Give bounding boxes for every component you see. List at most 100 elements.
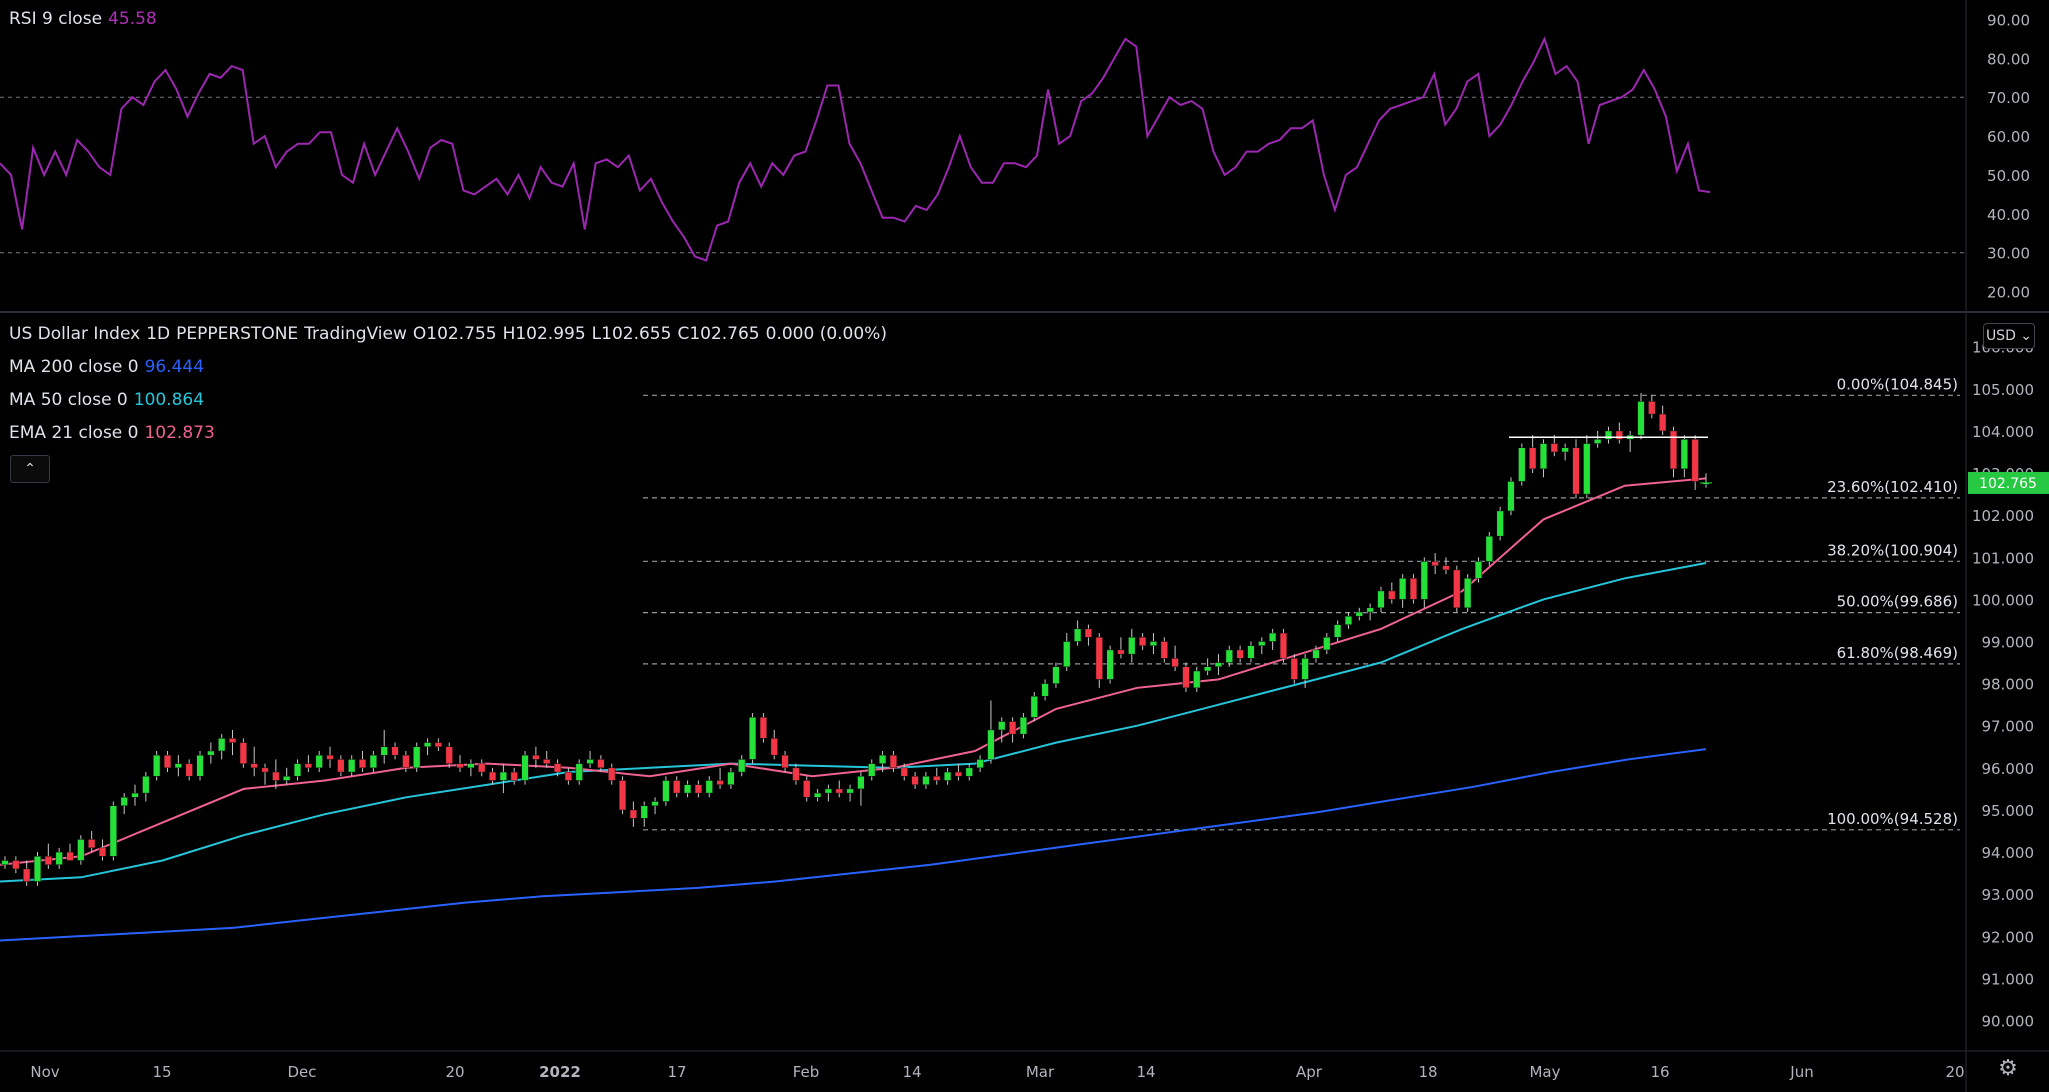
- candle-up: [77, 839, 85, 861]
- candle-up: [218, 738, 226, 752]
- candle-down: [326, 754, 334, 760]
- candle-up: [380, 746, 388, 756]
- price-tick-label: 97.000: [1982, 718, 2035, 736]
- candle-down: [1572, 447, 1580, 495]
- rsi-series-line: [0, 36, 1711, 262]
- time-tick-label: 16: [1650, 1063, 1669, 1081]
- price-tick-label: 96.000: [1982, 760, 2035, 778]
- candle-up: [293, 763, 302, 777]
- candle-up: [965, 767, 973, 777]
- candle-up: [1, 860, 9, 865]
- candle-down: [12, 860, 20, 870]
- candle-up: [813, 792, 822, 798]
- candle-up: [1561, 447, 1569, 453]
- candle-down: [792, 767, 800, 781]
- last-price-label: 102.765: [1979, 476, 2037, 492]
- ma200-legend[interactable]: MA 200 close 0 96.444: [9, 357, 210, 377]
- candle-up: [1474, 561, 1483, 579]
- price-tick-label: 102.000: [1972, 507, 2034, 525]
- candle-down: [1095, 637, 1103, 680]
- candle-up: [499, 771, 507, 781]
- candle-up: [976, 759, 984, 769]
- rsi-tick-label: 60.00: [1987, 128, 2030, 146]
- candle-down: [391, 746, 399, 756]
- candle-down: [608, 767, 616, 781]
- exchange: PEPPERSTONE: [176, 324, 299, 344]
- ma50-value: 100.864: [133, 390, 205, 410]
- gear-icon[interactable]: ⚙: [1998, 1056, 2018, 1081]
- candle-down: [445, 746, 453, 764]
- candle-up: [315, 754, 323, 769]
- price-tick-label: 94.000: [1982, 844, 2035, 862]
- candle-up: [824, 788, 833, 794]
- candle-down: [781, 754, 789, 769]
- candle-up: [575, 763, 583, 781]
- fib-level-label: 38.20%(100.904): [1827, 541, 1958, 559]
- candle-down: [889, 754, 898, 769]
- candle-up: [846, 788, 854, 794]
- candle-down: [1442, 565, 1450, 571]
- rsi-tick-label: 80.00: [1987, 50, 2030, 68]
- candle-up: [683, 784, 692, 794]
- candle-down: [673, 780, 681, 794]
- candle-down: [770, 738, 778, 756]
- candle-down: [1117, 649, 1125, 655]
- rsi-tick-label: 70.00: [1987, 89, 2030, 107]
- candles: [1, 393, 1710, 886]
- collapse-legend-button[interactable]: ⌃: [10, 455, 50, 483]
- rsi-label: RSI 9 close: [9, 9, 103, 29]
- price-tick-label: 104.000: [1972, 423, 2034, 441]
- rsi-tick-label: 40.00: [1987, 206, 2030, 224]
- symbol-title: US Dollar Index: [9, 324, 141, 344]
- chevron-down-icon: ⌄: [2015, 328, 2033, 344]
- candle-up: [131, 792, 139, 798]
- fib-level-label: 23.60%(102.410): [1827, 478, 1958, 496]
- price-tick-label: 100.000: [1972, 591, 2034, 609]
- candle-up: [1334, 624, 1342, 638]
- candle-up: [705, 780, 713, 794]
- candle-up: [1149, 641, 1158, 646]
- candle-down: [250, 763, 258, 769]
- candle-up: [1539, 443, 1548, 470]
- ema21-legend[interactable]: EMA 21 close 0 102.873: [9, 423, 221, 443]
- time-tick-label: 14: [902, 1063, 921, 1081]
- candle-down: [694, 784, 703, 794]
- candle-down: [900, 767, 908, 777]
- candle-up: [1366, 607, 1374, 613]
- candle-up: [1073, 628, 1082, 642]
- ma-line-1: [0, 562, 1707, 883]
- candle-down: [933, 776, 941, 781]
- symbol-legend[interactable]: US Dollar Index 1D PEPPERSTONE TradingView O…: [9, 324, 893, 344]
- price-tick-label: 101.000: [1972, 549, 2034, 567]
- candle-down: [1529, 447, 1537, 470]
- price-tick-label: 98.000: [1982, 676, 2035, 694]
- candle-down: [716, 780, 724, 785]
- price-tick-label: 95.000: [1982, 802, 2035, 820]
- candle-up: [1485, 535, 1493, 562]
- fibonacci-levels[interactable]: 0.00%(104.845) 23.60%(102.410) 38.20%(100.…: [643, 375, 1960, 831]
- candle-down: [478, 763, 486, 773]
- price-tick-label: 91.000: [1982, 970, 2035, 988]
- rsi-legend[interactable]: RSI 9 close 45.58: [9, 9, 163, 29]
- ema21-label: EMA 21 close 0: [9, 423, 139, 443]
- rsi-tick-label: 30.00: [1987, 245, 2030, 263]
- moving-average-lines: [0, 477, 1707, 942]
- ma50-legend[interactable]: MA 50 close 0 100.864: [9, 390, 210, 410]
- candle-up: [369, 754, 377, 769]
- ohlc-low: L102.655: [591, 324, 672, 344]
- candle-up: [153, 754, 161, 777]
- rsi-tick-label: 50.00: [1987, 167, 2030, 185]
- candle-up: [521, 754, 529, 781]
- candle-down: [1388, 590, 1396, 600]
- time-tick-label: Apr: [1296, 1063, 1323, 1081]
- candle-up: [1583, 443, 1591, 495]
- candle-down: [954, 771, 963, 777]
- ohlc-high: H102.995: [502, 324, 586, 344]
- fib-level-label: 0.00%(104.845): [1837, 375, 1958, 393]
- candle-down: [759, 717, 768, 739]
- candle-up: [738, 759, 746, 773]
- candle-up: [1355, 611, 1363, 617]
- currency-button[interactable]: USD ⌄: [1983, 323, 2035, 349]
- ohlc-change: 0.000 (0.00%): [765, 324, 887, 344]
